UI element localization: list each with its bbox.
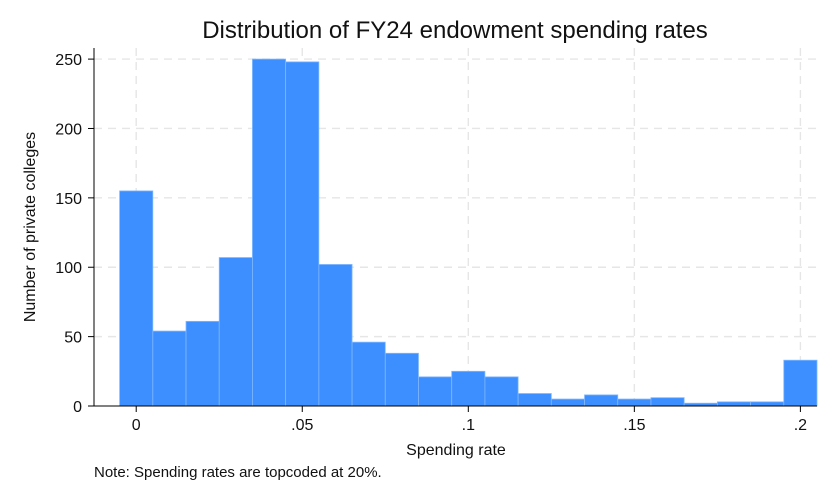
- y-axis-label: Number of private colleges: [22, 132, 39, 322]
- x-tick-label-1: .05: [291, 417, 313, 434]
- bar-5: [285, 61, 320, 407]
- bar-13: [550, 398, 585, 407]
- bar-4: [252, 58, 287, 407]
- y-tick-label-5: 250: [55, 52, 82, 69]
- bar-16: [650, 397, 685, 407]
- bar-8: [384, 352, 419, 407]
- x-axis-label: Spending rate: [406, 442, 506, 459]
- chart-title: Distribution of FY24 endowment spending …: [202, 17, 708, 44]
- bar-2: [185, 320, 220, 407]
- x-tick-label-4: .2: [794, 417, 807, 434]
- bar-19: [750, 401, 785, 407]
- y-tick-label-4: 200: [55, 121, 82, 138]
- bar-14: [584, 394, 619, 407]
- bar-15: [617, 398, 652, 407]
- x-tick-label-2: .1: [462, 417, 475, 434]
- bar-6: [318, 264, 353, 407]
- x-axis-ticks: 0 .05 .1 .15 .2: [132, 406, 807, 434]
- y-tick-label-3: 150: [55, 191, 82, 208]
- y-axis-ticks: 0 50 100 150 200 250: [55, 52, 94, 416]
- bar-20: [783, 359, 818, 407]
- bar-9: [418, 376, 453, 407]
- axes: [93, 48, 817, 407]
- y-tick-label-1: 50: [64, 330, 82, 347]
- x-tick-label-3: .15: [623, 417, 645, 434]
- bar-10: [451, 370, 486, 407]
- bar-3: [218, 257, 253, 407]
- x-tick-label-0: 0: [132, 417, 141, 434]
- bar-12: [517, 393, 552, 407]
- chart-note: Note: Spending rates are topcoded at 20%…: [94, 464, 382, 481]
- bar-1: [152, 330, 187, 407]
- y-tick-label-2: 100: [55, 260, 82, 277]
- histogram-bars: [119, 58, 818, 407]
- bar-18: [716, 401, 751, 407]
- bar-0: [119, 190, 154, 407]
- bar-11: [484, 376, 519, 407]
- bar-7: [351, 341, 386, 407]
- y-tick-label-0: 0: [73, 399, 82, 416]
